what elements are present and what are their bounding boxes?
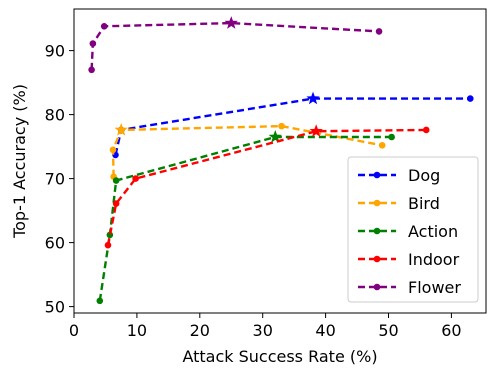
- series-point-indoor: [112, 200, 120, 207]
- y-tick-label: 80: [45, 106, 65, 125]
- x-tick-label: 20: [190, 321, 210, 340]
- series-star-marker-action: [268, 130, 282, 143]
- legend-box: [347, 156, 479, 303]
- x-axis-title: Attack Success Rate (%): [182, 347, 377, 366]
- x-tick-label: 0: [69, 321, 79, 340]
- series-star-marker-flower: [224, 16, 238, 29]
- series-point-flower: [375, 28, 383, 35]
- y-tick-label: 90: [45, 42, 65, 61]
- legend-marker-dog: [373, 171, 381, 179]
- legend-marker-bird: [373, 199, 381, 207]
- legend-marker-indoor: [373, 255, 381, 263]
- legend-marker-action: [373, 227, 381, 235]
- series-point-indoor: [104, 241, 112, 249]
- series-point-flower: [88, 66, 95, 74]
- y-tick-label: 70: [45, 170, 65, 189]
- axes: 0 10 20 30 40 50 60 50 60 70 80 90: [45, 8, 487, 340]
- series-point-bird: [378, 142, 386, 149]
- series-point-indoor: [132, 175, 139, 182]
- y-tick-label: 50: [45, 298, 65, 317]
- legend-label-dog: Dog: [408, 166, 440, 185]
- series-point-dog: [466, 95, 474, 102]
- series-star-marker-dog: [306, 91, 320, 105]
- series-star-marker-bird: [114, 122, 128, 136]
- plot-area: [88, 16, 474, 305]
- x-tick-label: 40: [315, 321, 335, 340]
- series-point-indoor: [422, 126, 430, 134]
- y-axis-title: Top-1 Accuracy (%): [10, 84, 29, 239]
- series-line-flower: [90, 21, 380, 70]
- series-point-flower: [89, 40, 97, 47]
- series-line-indoor: [106, 128, 427, 246]
- series-star-marker-indoor: [309, 124, 323, 137]
- legend-marker-flower: [373, 283, 381, 291]
- legend-label-action: Action: [408, 222, 458, 241]
- legend-label-indoor: Indoor: [408, 250, 460, 269]
- plot-frame: [73, 8, 487, 314]
- series-point-flower: [100, 22, 108, 30]
- y-tick-label: 60: [45, 234, 65, 253]
- legend-label-flower: Flower: [408, 278, 461, 297]
- series-point-action: [388, 133, 395, 141]
- x-tick-label: 50: [378, 321, 398, 340]
- legend: Dog Bird Action Indoor Flower: [347, 156, 479, 303]
- series-point-action: [112, 177, 120, 184]
- series-point-bird: [278, 122, 285, 130]
- x-tick-label: 10: [127, 321, 147, 340]
- series-line-dog: [114, 97, 471, 156]
- x-tick-label: 30: [253, 321, 273, 340]
- x-tick-label: 60: [441, 321, 461, 340]
- series-point-bird: [109, 146, 117, 154]
- legend-label-bird: Bird: [408, 194, 440, 213]
- series-point-action: [96, 297, 104, 305]
